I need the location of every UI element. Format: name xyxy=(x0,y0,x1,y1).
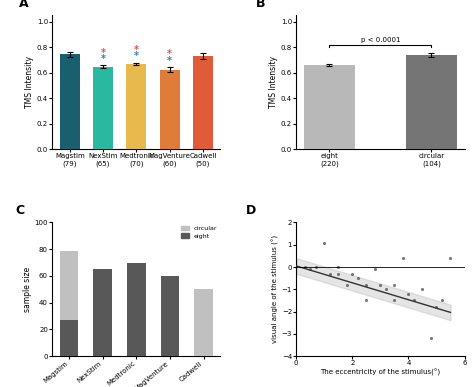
Point xyxy=(326,271,334,277)
X-axis label: The eccentricity of the stimulus(°): The eccentricity of the stimulus(°) xyxy=(320,369,440,376)
Bar xyxy=(93,67,113,149)
Point xyxy=(335,264,342,270)
Text: D: D xyxy=(246,204,256,217)
Point xyxy=(433,304,440,310)
Point xyxy=(391,282,398,288)
Point xyxy=(363,297,370,303)
Point xyxy=(391,297,398,303)
Text: C: C xyxy=(15,204,24,217)
Point xyxy=(301,264,309,270)
Point xyxy=(312,264,319,270)
Bar xyxy=(60,54,80,149)
Text: A: A xyxy=(18,0,28,10)
Bar xyxy=(193,56,213,149)
Y-axis label: visual angle of the stimulus (°): visual angle of the stimulus (°) xyxy=(272,235,279,343)
Bar xyxy=(304,65,355,149)
Text: *: * xyxy=(167,49,172,59)
Point xyxy=(343,282,350,288)
Bar xyxy=(194,289,213,356)
Point xyxy=(348,271,356,277)
Point xyxy=(382,286,390,292)
Point xyxy=(410,297,418,303)
Legend: circular, eight: circular, eight xyxy=(182,226,218,239)
Point xyxy=(363,282,370,288)
Bar xyxy=(127,262,146,356)
Text: *: * xyxy=(134,51,139,62)
Point xyxy=(354,275,362,281)
Point xyxy=(438,297,446,303)
Text: p < 0.0001: p < 0.0001 xyxy=(361,38,400,43)
Y-axis label: TMS Intensity: TMS Intensity xyxy=(269,56,278,108)
Point xyxy=(399,255,407,261)
Bar xyxy=(406,55,457,149)
Y-axis label: TMS Intensity: TMS Intensity xyxy=(25,56,34,108)
Bar xyxy=(60,250,78,320)
Point xyxy=(405,291,412,297)
Bar xyxy=(161,276,179,356)
Text: *: * xyxy=(100,48,106,58)
Point xyxy=(306,266,314,272)
Bar xyxy=(60,320,78,356)
Text: *: * xyxy=(100,54,106,64)
Y-axis label: sample size: sample size xyxy=(23,267,32,312)
Text: *: * xyxy=(167,56,172,66)
Point xyxy=(320,240,328,246)
Point xyxy=(335,271,342,277)
Point xyxy=(419,286,426,292)
Point xyxy=(447,255,454,261)
Bar xyxy=(126,64,146,149)
Point xyxy=(371,266,379,272)
Bar xyxy=(93,269,112,356)
Text: *: * xyxy=(134,45,139,55)
Bar xyxy=(160,70,180,149)
Point xyxy=(427,335,435,341)
Text: B: B xyxy=(256,0,265,10)
Point xyxy=(376,282,384,288)
